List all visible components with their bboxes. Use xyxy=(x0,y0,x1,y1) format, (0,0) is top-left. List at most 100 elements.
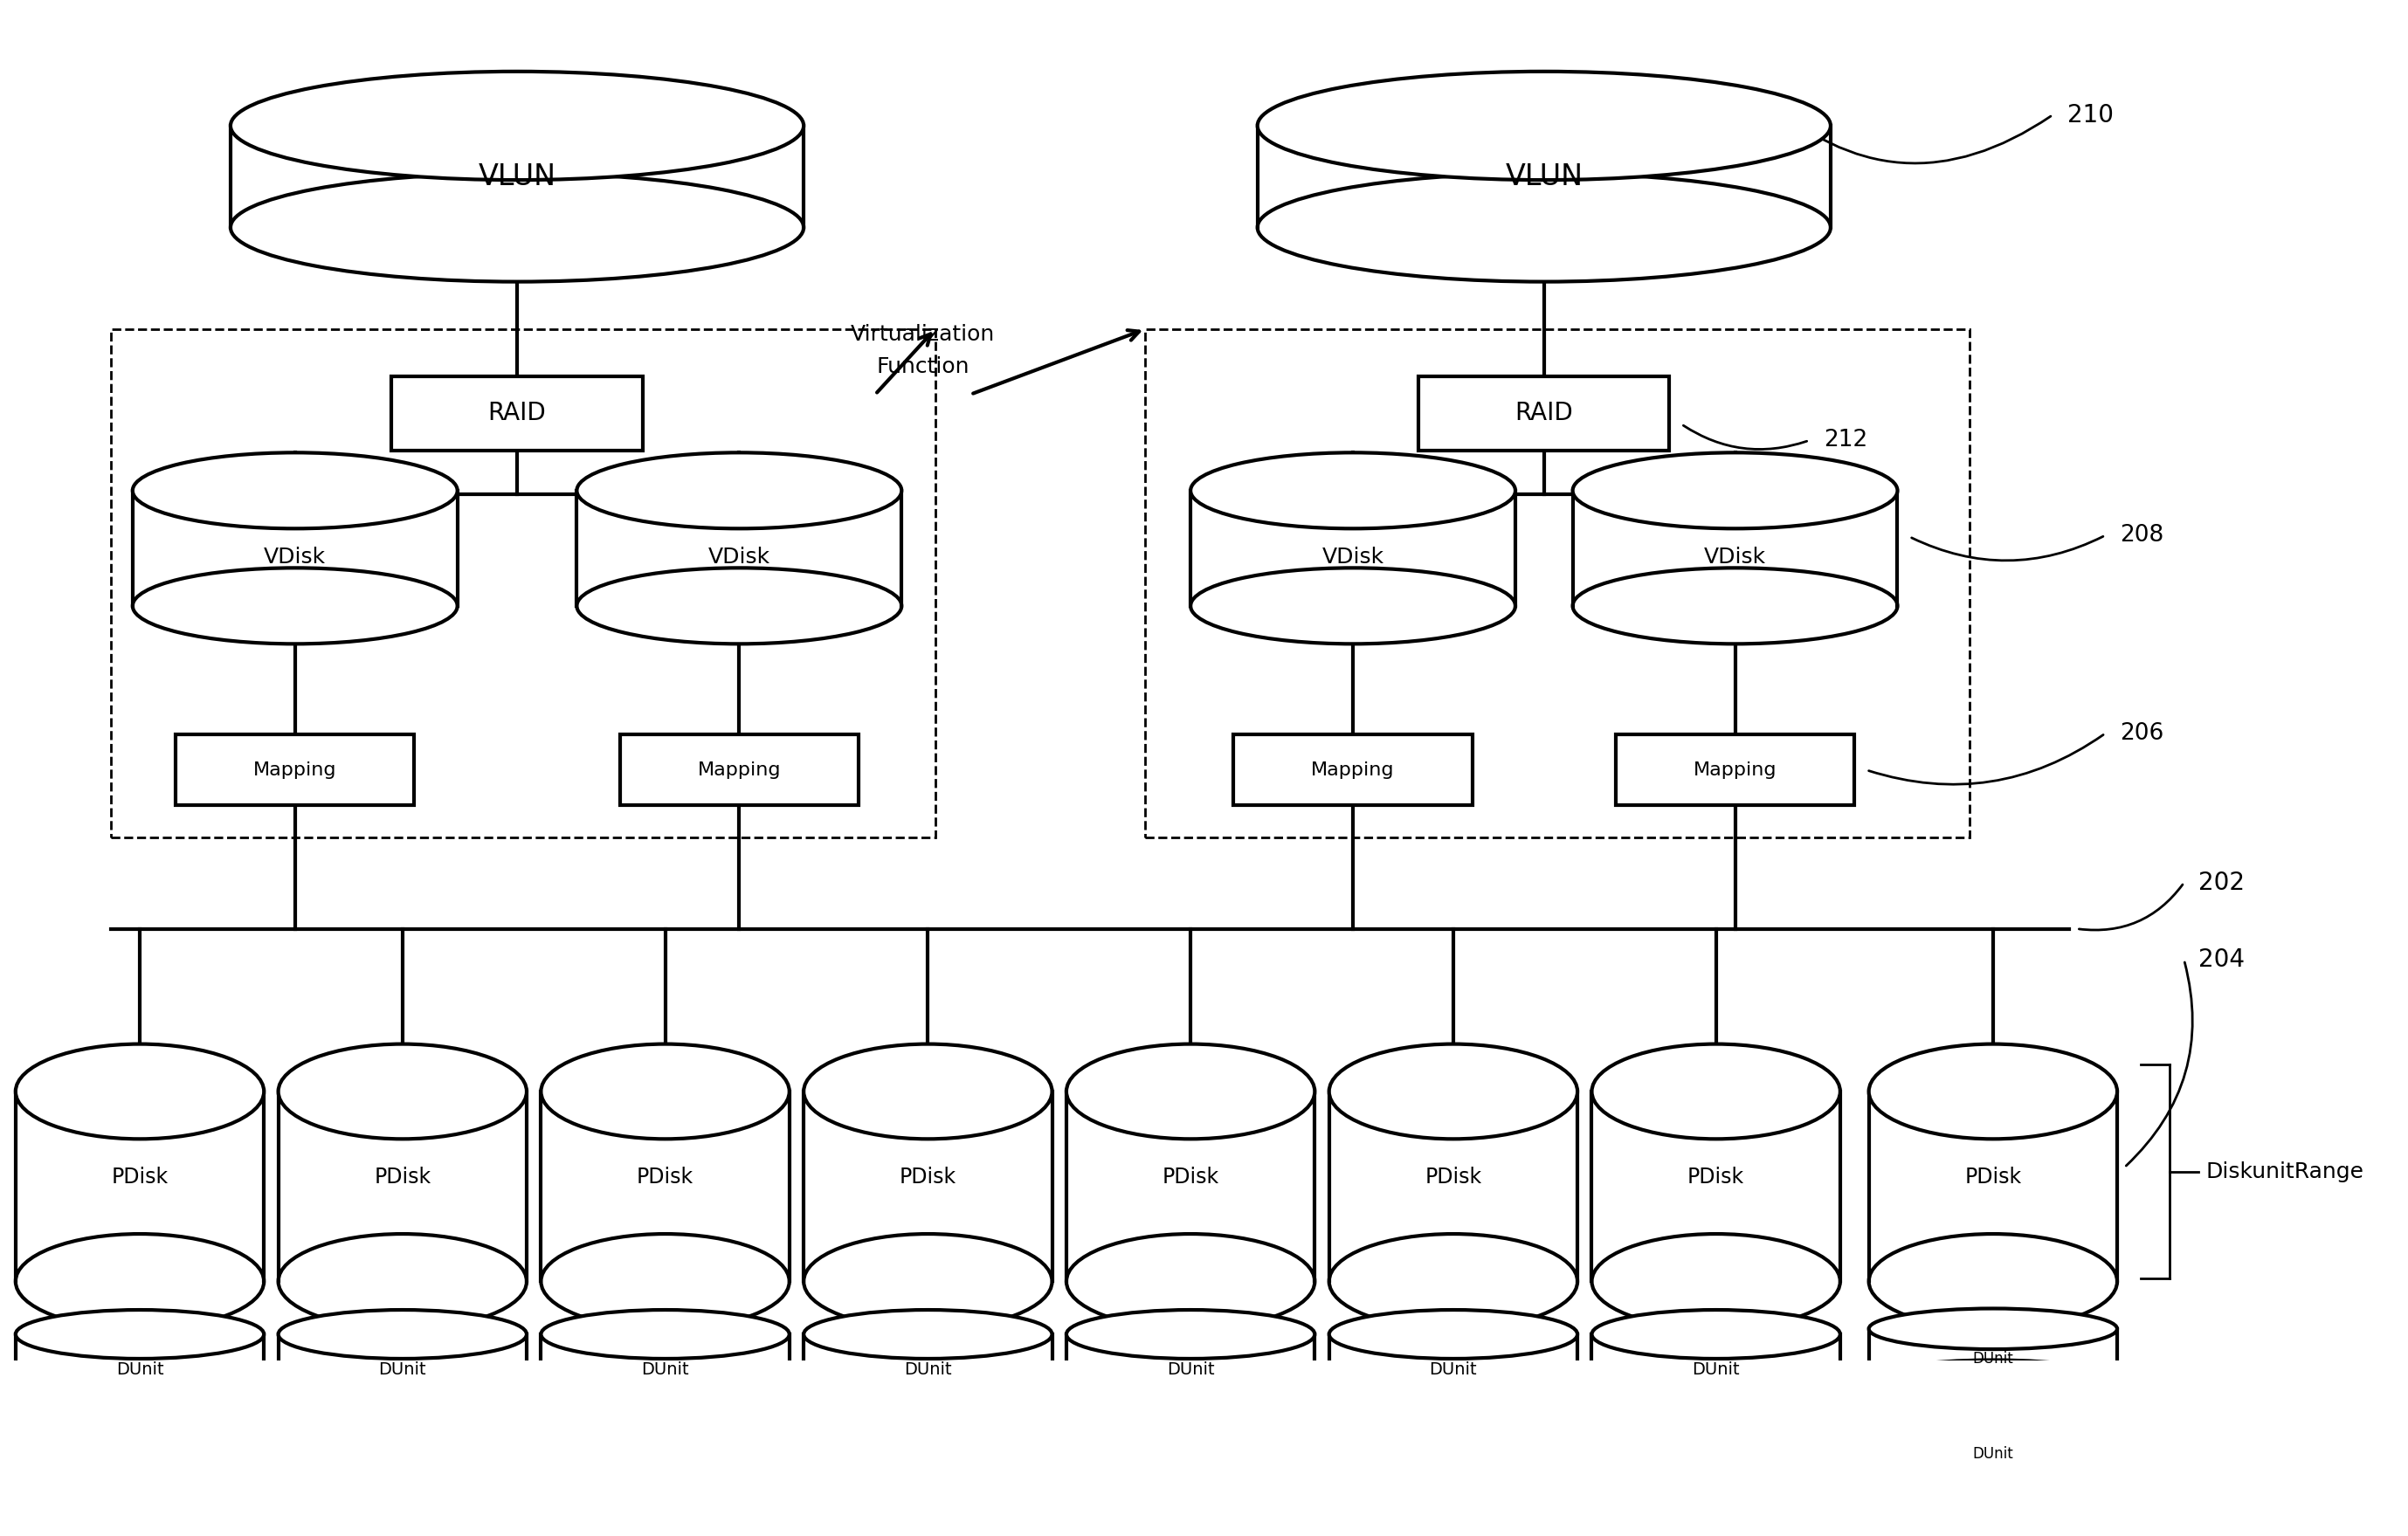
Text: VDisk: VDisk xyxy=(1322,547,1385,568)
Text: PDisk: PDisk xyxy=(373,1166,431,1187)
Ellipse shape xyxy=(1329,1233,1577,1329)
Ellipse shape xyxy=(1257,72,1830,180)
Text: DiskunitRange: DiskunitRange xyxy=(2206,1161,2365,1183)
FancyBboxPatch shape xyxy=(1233,734,1471,805)
Text: VDisk: VDisk xyxy=(265,547,325,568)
Text: PDisk: PDisk xyxy=(1426,1166,1481,1187)
Text: DUnit: DUnit xyxy=(903,1361,951,1378)
Ellipse shape xyxy=(1592,1233,1840,1329)
Polygon shape xyxy=(14,1335,265,1395)
Polygon shape xyxy=(1572,490,1898,605)
Text: RAID: RAID xyxy=(1515,401,1572,425)
Ellipse shape xyxy=(1190,453,1515,528)
Ellipse shape xyxy=(804,1310,1052,1359)
Text: PDisk: PDisk xyxy=(636,1166,694,1187)
Ellipse shape xyxy=(1592,1310,1840,1359)
Text: RAID: RAID xyxy=(489,401,547,425)
Ellipse shape xyxy=(578,453,901,528)
Ellipse shape xyxy=(542,1372,790,1419)
Text: DUnit: DUnit xyxy=(378,1361,426,1378)
Text: PDisk: PDisk xyxy=(1965,1166,2020,1187)
Text: 202: 202 xyxy=(2199,871,2244,895)
Text: PDisk: PDisk xyxy=(1688,1166,1743,1187)
Ellipse shape xyxy=(1592,1044,1840,1140)
Text: Mapping: Mapping xyxy=(1312,762,1394,779)
Ellipse shape xyxy=(1869,1044,2117,1140)
Polygon shape xyxy=(1257,126,1830,227)
Ellipse shape xyxy=(1592,1372,1840,1419)
Text: Mapping: Mapping xyxy=(253,762,337,779)
Polygon shape xyxy=(1869,1329,2117,1381)
Ellipse shape xyxy=(1869,1233,2117,1329)
Polygon shape xyxy=(1592,1335,1840,1395)
Ellipse shape xyxy=(1869,1499,2117,1536)
Text: 210: 210 xyxy=(2066,103,2114,127)
FancyBboxPatch shape xyxy=(393,376,643,450)
Ellipse shape xyxy=(1067,1372,1315,1419)
Ellipse shape xyxy=(542,1044,790,1140)
FancyBboxPatch shape xyxy=(619,734,860,805)
Ellipse shape xyxy=(14,1044,265,1140)
Text: Mapping: Mapping xyxy=(1693,762,1777,779)
Text: PDisk: PDisk xyxy=(1163,1166,1218,1187)
Polygon shape xyxy=(1869,1519,2117,1536)
Ellipse shape xyxy=(279,1044,527,1140)
Polygon shape xyxy=(578,490,901,605)
Ellipse shape xyxy=(1869,1309,2117,1349)
Ellipse shape xyxy=(1869,1359,2117,1401)
Polygon shape xyxy=(1067,1335,1315,1395)
Polygon shape xyxy=(804,1092,1052,1281)
Text: VDisk: VDisk xyxy=(708,547,771,568)
Ellipse shape xyxy=(14,1372,265,1419)
Ellipse shape xyxy=(1067,1044,1315,1140)
Text: Function: Function xyxy=(877,356,970,378)
Ellipse shape xyxy=(1329,1372,1577,1419)
Ellipse shape xyxy=(804,1372,1052,1419)
Ellipse shape xyxy=(132,568,458,644)
Polygon shape xyxy=(542,1335,790,1395)
Polygon shape xyxy=(1869,1092,2117,1281)
Text: VLUN: VLUN xyxy=(1505,163,1582,190)
Polygon shape xyxy=(1869,1424,2117,1476)
Polygon shape xyxy=(1329,1092,1577,1281)
Polygon shape xyxy=(542,1092,790,1281)
Polygon shape xyxy=(132,490,458,605)
Ellipse shape xyxy=(1329,1310,1577,1359)
FancyBboxPatch shape xyxy=(176,734,414,805)
Ellipse shape xyxy=(1869,1404,2117,1444)
Polygon shape xyxy=(1190,490,1515,605)
Text: 208: 208 xyxy=(2119,524,2162,547)
Ellipse shape xyxy=(1067,1233,1315,1329)
FancyBboxPatch shape xyxy=(1418,376,1669,450)
Text: DUnit: DUnit xyxy=(1972,1350,2013,1367)
Text: PDisk: PDisk xyxy=(111,1166,169,1187)
Polygon shape xyxy=(804,1335,1052,1395)
Ellipse shape xyxy=(1572,568,1898,644)
Ellipse shape xyxy=(1869,1455,2117,1496)
Text: VDisk: VDisk xyxy=(1705,547,1765,568)
Text: DUnit: DUnit xyxy=(1168,1361,1214,1378)
Ellipse shape xyxy=(14,1310,265,1359)
Polygon shape xyxy=(1329,1335,1577,1395)
Ellipse shape xyxy=(1329,1044,1577,1140)
Text: DUnit: DUnit xyxy=(641,1361,689,1378)
Text: Mapping: Mapping xyxy=(698,762,780,779)
Ellipse shape xyxy=(231,72,804,180)
Polygon shape xyxy=(1067,1092,1315,1281)
Text: 212: 212 xyxy=(1823,429,1866,452)
Ellipse shape xyxy=(279,1372,527,1419)
Ellipse shape xyxy=(231,174,804,281)
Ellipse shape xyxy=(132,453,458,528)
Ellipse shape xyxy=(542,1233,790,1329)
Ellipse shape xyxy=(804,1233,1052,1329)
Text: Virtualization: Virtualization xyxy=(850,324,995,346)
Polygon shape xyxy=(14,1092,265,1281)
Ellipse shape xyxy=(279,1233,527,1329)
Polygon shape xyxy=(1592,1092,1840,1281)
Text: DUnit: DUnit xyxy=(1693,1361,1741,1378)
Ellipse shape xyxy=(578,568,901,644)
Ellipse shape xyxy=(1190,568,1515,644)
Text: DUnit: DUnit xyxy=(116,1361,164,1378)
Polygon shape xyxy=(231,126,804,227)
Polygon shape xyxy=(279,1335,527,1395)
